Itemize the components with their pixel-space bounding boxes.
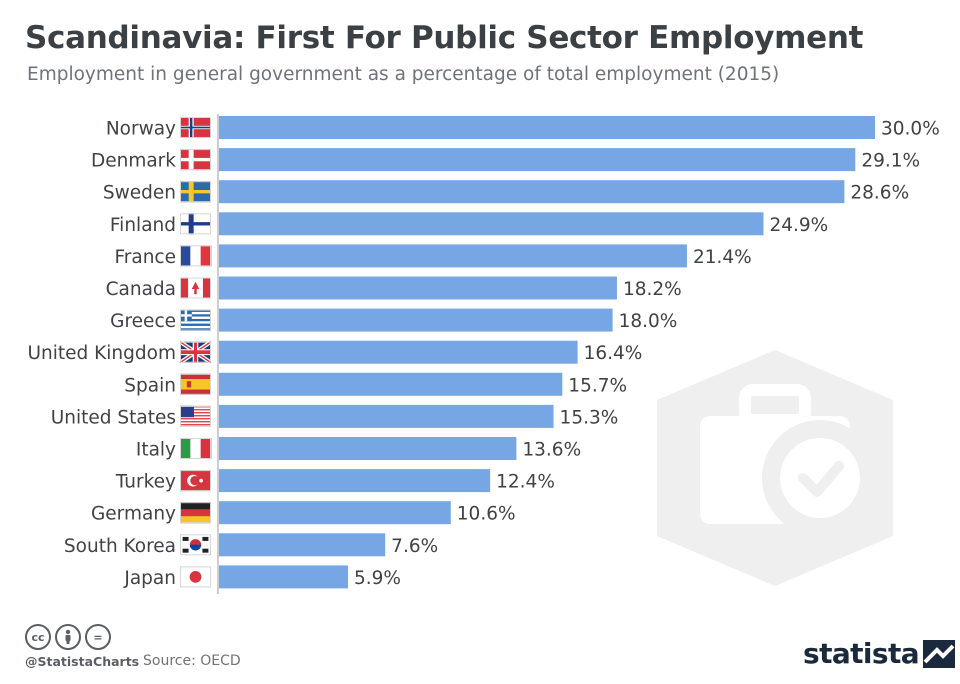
bar-denmark: [219, 148, 856, 172]
bar-finland: [219, 212, 764, 236]
attribution-icon: [55, 624, 81, 650]
category-label-norway: Norway: [106, 119, 176, 140]
value-label-norway: 30.0%: [881, 119, 940, 140]
value-label-united-states: 15.3%: [560, 407, 619, 428]
no-derivatives-icon: =: [85, 624, 111, 650]
bar-norway: [219, 116, 875, 139]
license-icons: cc =: [25, 624, 111, 650]
value-label-turkey: 12.4%: [496, 472, 555, 493]
value-label-south-korea: 7.6%: [391, 536, 438, 557]
category-label-united-kingdom: United Kingdom: [28, 343, 177, 364]
value-label-germany: 10.6%: [457, 504, 516, 525]
flag-turkey-icon: [180, 470, 211, 492]
flag-united-kingdom-icon: [178, 340, 213, 365]
bar-germany: [219, 501, 451, 525]
value-label-sweden: 28.6%: [850, 183, 909, 204]
bar-france: [219, 244, 687, 268]
chart-subtitle: Employment in general government as a pe…: [27, 64, 780, 85]
bar-sweden: [219, 180, 845, 204]
category-label-south-korea: South Korea: [64, 536, 176, 557]
statista-logo[interactable]: statista: [803, 637, 956, 670]
bar-turkey: [219, 469, 491, 493]
value-label-greece: 18.0%: [619, 311, 678, 332]
value-label-canada: 18.2%: [623, 279, 682, 300]
flag-norway-icon: [180, 117, 211, 138]
value-label-united-kingdom: 16.4%: [584, 343, 643, 364]
flag-spain-icon: [180, 373, 211, 395]
category-label-france: France: [114, 247, 176, 268]
category-label-turkey: Turkey: [115, 472, 176, 493]
category-label-finland: Finland: [110, 215, 176, 236]
flag-sweden-icon: [180, 181, 211, 203]
bar-italy: [219, 437, 517, 460]
chart-title: Scandinavia: First For Public Sector Emp…: [25, 20, 864, 56]
value-label-spain: 15.7%: [568, 375, 627, 396]
bar-spain: [219, 372, 563, 396]
value-label-france: 21.4%: [693, 247, 752, 268]
briefcase-watermark-icon: [657, 350, 893, 586]
bar-south-korea: [219, 533, 386, 557]
flag-denmark-icon: [180, 149, 211, 171]
statista-logo-icon: [923, 639, 956, 668]
category-label-germany: Germany: [91, 504, 176, 525]
value-label-italy: 13.6%: [522, 440, 581, 461]
brand-name: statista: [803, 637, 920, 670]
bar-united-kingdom: [219, 340, 578, 364]
flag-canada-icon: [180, 277, 211, 299]
flag-south-korea-icon: [180, 534, 211, 556]
flag-japan-icon: [180, 566, 211, 588]
flag-germany-icon: [180, 502, 211, 524]
category-label-greece: Greece: [110, 311, 176, 332]
value-label-japan: 5.9%: [354, 568, 401, 589]
twitter-handle[interactable]: @StatistaCharts: [25, 654, 140, 669]
bar-canada: [219, 276, 617, 300]
value-label-denmark: 29.1%: [861, 151, 920, 172]
bar-united-states: [219, 404, 554, 428]
flag-france-icon: [180, 245, 212, 267]
flag-italy-icon: [180, 438, 212, 459]
flag-united-states-icon: [180, 405, 211, 428]
category-label-italy: Italy: [136, 440, 176, 461]
category-label-united-states: United States: [51, 407, 176, 428]
value-label-finland: 24.9%: [769, 215, 828, 236]
category-label-denmark: Denmark: [91, 151, 176, 172]
flag-greece-icon: [180, 309, 211, 331]
bar-greece: [219, 308, 613, 332]
creative-commons-icon: cc: [25, 624, 51, 650]
category-label-canada: Canada: [106, 279, 176, 300]
category-label-sweden: Sweden: [103, 183, 176, 204]
bar-japan: [219, 565, 349, 589]
category-label-japan: Japan: [123, 568, 176, 589]
category-label-spain: Spain: [124, 375, 176, 396]
flag-finland-icon: [180, 213, 211, 235]
source-note: Source: OECD: [143, 653, 241, 669]
